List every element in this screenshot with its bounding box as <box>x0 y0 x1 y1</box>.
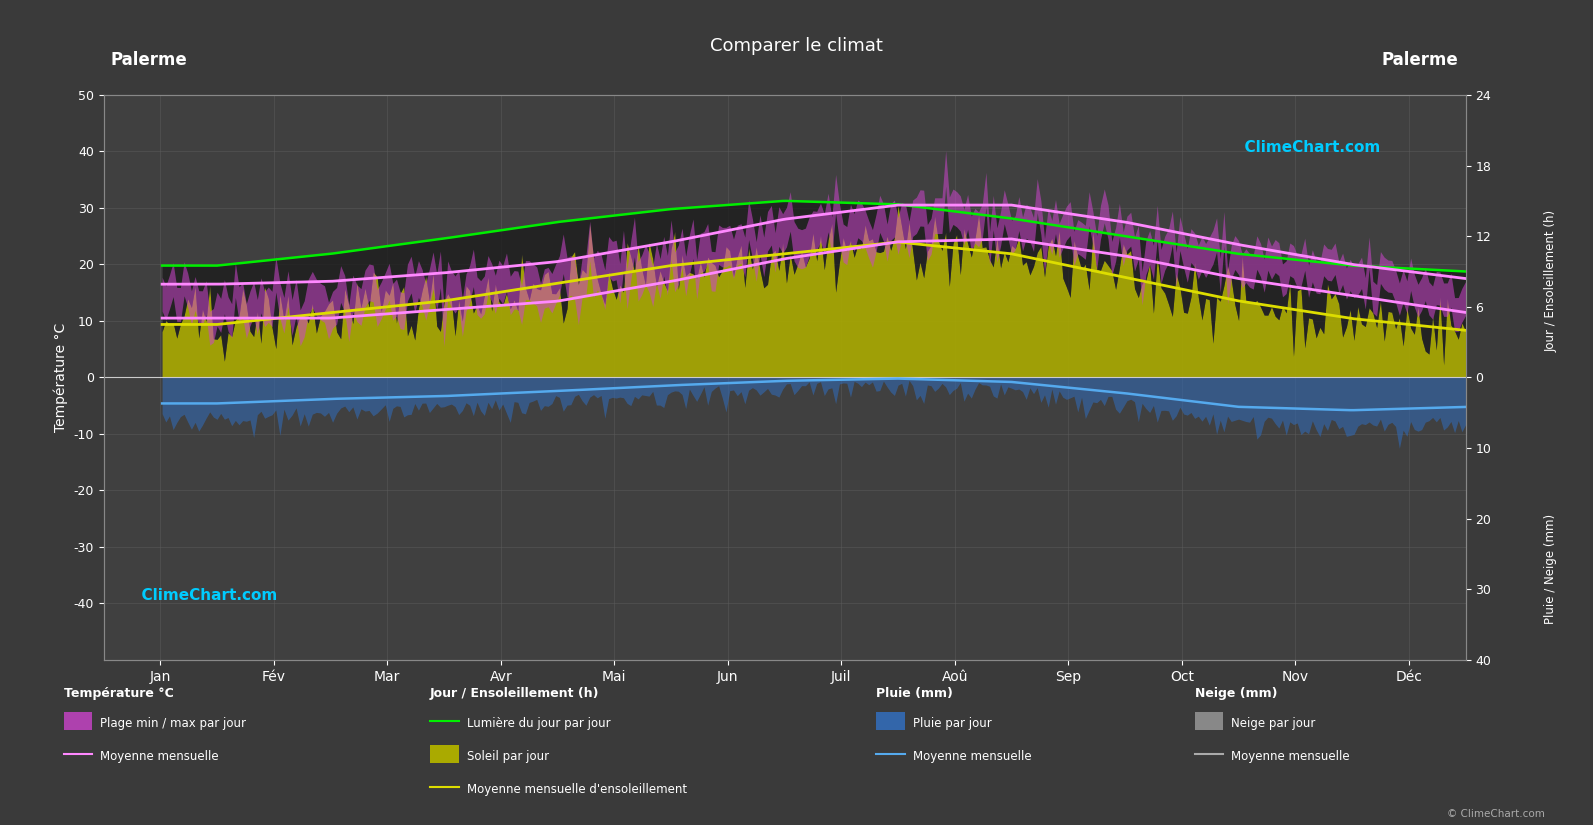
Text: Jour / Ensoleillement (h): Jour / Ensoleillement (h) <box>1544 210 1558 351</box>
Y-axis label: Température °C: Température °C <box>54 323 68 432</box>
Text: Moyenne mensuelle: Moyenne mensuelle <box>1231 750 1349 763</box>
Text: Palerme: Palerme <box>110 51 186 69</box>
Text: Moyenne mensuelle d'ensoleillement: Moyenne mensuelle d'ensoleillement <box>467 783 687 796</box>
Text: Pluie / Neige (mm): Pluie / Neige (mm) <box>1544 514 1558 625</box>
Text: Neige par jour: Neige par jour <box>1231 717 1316 730</box>
Text: Plage min / max par jour: Plage min / max par jour <box>100 717 247 730</box>
Text: Neige (mm): Neige (mm) <box>1195 687 1278 700</box>
Text: Moyenne mensuelle: Moyenne mensuelle <box>913 750 1031 763</box>
Text: Moyenne mensuelle: Moyenne mensuelle <box>100 750 218 763</box>
Text: Palerme: Palerme <box>1383 51 1459 69</box>
Text: Comparer le climat: Comparer le climat <box>710 37 883 55</box>
Text: Pluie par jour: Pluie par jour <box>913 717 991 730</box>
Text: ClimeChart.com: ClimeChart.com <box>1235 140 1380 155</box>
Text: Température °C: Température °C <box>64 687 174 700</box>
Text: © ClimeChart.com: © ClimeChart.com <box>1448 808 1545 818</box>
Text: Soleil par jour: Soleil par jour <box>467 750 550 763</box>
Text: ClimeChart.com: ClimeChart.com <box>131 588 277 604</box>
Text: Lumière du jour par jour: Lumière du jour par jour <box>467 717 610 730</box>
Text: Pluie (mm): Pluie (mm) <box>876 687 953 700</box>
Text: Jour / Ensoleillement (h): Jour / Ensoleillement (h) <box>430 687 599 700</box>
